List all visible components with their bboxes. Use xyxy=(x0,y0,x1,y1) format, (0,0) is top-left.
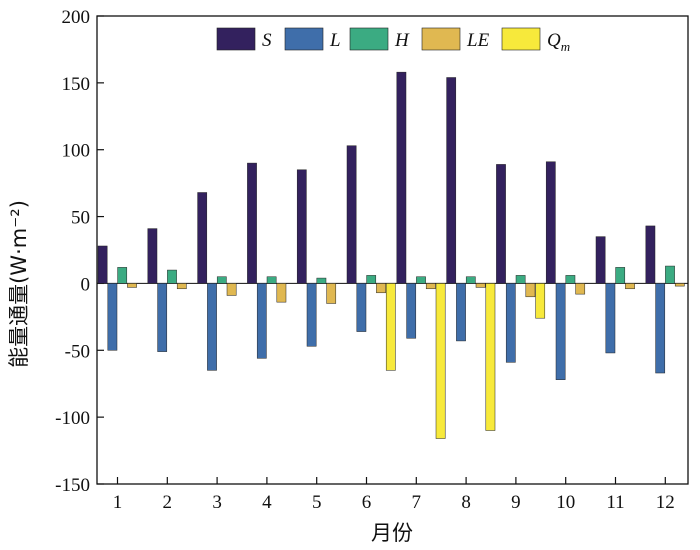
bar-h-4 xyxy=(266,276,277,284)
bar-l-6 xyxy=(356,283,367,332)
bar-s-3 xyxy=(197,192,208,284)
y-tick-label: 200 xyxy=(62,7,91,28)
legend-label: L xyxy=(329,30,341,51)
x-tick-label: 10 xyxy=(556,492,575,513)
bar-h-1 xyxy=(117,267,128,284)
bar-qm-7 xyxy=(435,283,446,439)
bar-s-4 xyxy=(247,162,257,284)
y-tick-label: 150 xyxy=(62,74,91,95)
x-tick-label: 3 xyxy=(212,492,222,513)
bar-le-12 xyxy=(674,283,685,287)
bar-s-12 xyxy=(645,225,656,284)
y-tick-label: -150 xyxy=(55,475,90,496)
bar-l-4 xyxy=(256,283,267,359)
bar-l-9 xyxy=(505,283,516,363)
bar-le-3 xyxy=(226,283,237,296)
plot-frame xyxy=(96,15,689,485)
x-tick-label: 11 xyxy=(606,492,624,513)
legend-label: LE xyxy=(466,30,490,51)
x-tick-label: 2 xyxy=(163,492,173,513)
bar-l-11 xyxy=(605,283,616,354)
bar-h-12 xyxy=(665,265,675,284)
bar-le-1 xyxy=(127,283,137,288)
bar-qm-9 xyxy=(535,283,546,319)
bar-h-7 xyxy=(416,276,426,284)
bar-l-3 xyxy=(207,283,217,371)
bar-s-2 xyxy=(147,228,158,284)
bar-h-11 xyxy=(615,267,626,284)
bars-layer xyxy=(97,71,685,439)
bar-s-5 xyxy=(296,169,307,284)
legend-swatch xyxy=(501,27,541,51)
bar-qm-8 xyxy=(485,283,496,431)
x-tick-label: 5 xyxy=(312,492,322,513)
bar-le-6 xyxy=(376,283,386,294)
bar-s-1 xyxy=(97,245,108,284)
legend-swatch xyxy=(284,27,324,51)
legend-swatch xyxy=(216,27,256,51)
x-tick-label: 8 xyxy=(461,492,471,513)
x-tick-label: 4 xyxy=(262,492,272,513)
bar-h-8 xyxy=(465,276,476,284)
bar-l-5 xyxy=(306,283,317,347)
bar-l-7 xyxy=(406,283,417,339)
bar-le-9 xyxy=(525,283,536,298)
bar-s-11 xyxy=(595,236,606,284)
bar-s-9 xyxy=(496,164,506,284)
bar-le-2 xyxy=(176,283,187,290)
y-tick-label: 50 xyxy=(71,208,90,229)
bar-s-6 xyxy=(346,145,357,284)
y-tick-label: 0 xyxy=(81,274,91,295)
bar-h-3 xyxy=(216,276,227,284)
x-tick-label: 1 xyxy=(113,492,123,513)
bar-le-8 xyxy=(475,283,486,288)
x-tick-label: 6 xyxy=(362,492,372,513)
x-tick-label: 9 xyxy=(511,492,521,513)
bar-h-10 xyxy=(565,275,576,284)
bar-le-10 xyxy=(575,283,586,295)
legend-label: H xyxy=(394,30,410,51)
y-tick-label: -50 xyxy=(65,341,90,362)
bar-l-10 xyxy=(555,283,566,380)
y-tick-label: 100 xyxy=(62,141,91,162)
x-axis-title: 月份 xyxy=(371,521,413,545)
bar-h-6 xyxy=(366,275,377,284)
bar-le-11 xyxy=(625,283,635,290)
legend-label: Qm xyxy=(547,30,570,54)
legend: S L H LE Qm xyxy=(216,27,570,54)
x-tick-label: 12 xyxy=(656,492,675,513)
bar-le-7 xyxy=(425,283,436,290)
y-tick-label: -100 xyxy=(55,408,90,429)
legend-label: S xyxy=(262,30,272,51)
legend-swatch xyxy=(349,27,389,51)
bar-le-4 xyxy=(276,283,287,303)
x-tick-label: 7 xyxy=(412,492,422,513)
bar-l-12 xyxy=(655,283,666,374)
bar-l-1 xyxy=(107,283,118,351)
bar-qm-6 xyxy=(385,283,396,371)
bar-s-10 xyxy=(545,161,556,284)
bar-h-2 xyxy=(167,269,177,284)
bar-s-8 xyxy=(446,77,457,284)
bar-l-2 xyxy=(157,283,168,352)
y-axis-title: 能量通量(W·m⁻²) xyxy=(7,200,31,368)
bar-h-9 xyxy=(515,275,526,284)
legend-swatch xyxy=(421,27,461,51)
bar-s-7 xyxy=(396,71,407,284)
bar-l-8 xyxy=(456,283,466,342)
bar-le-5 xyxy=(326,283,337,304)
bar-h-5 xyxy=(316,277,327,284)
